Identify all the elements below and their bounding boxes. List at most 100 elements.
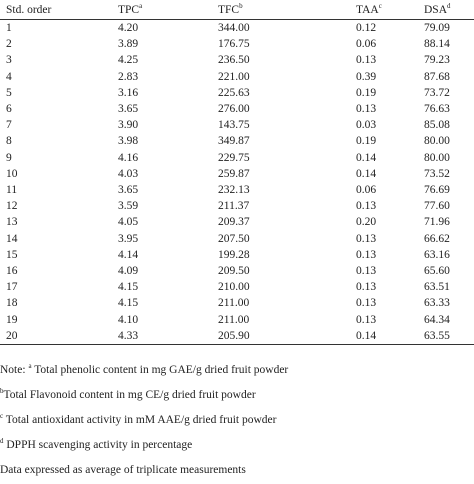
cell-std-order: 20 (0, 327, 118, 346)
cell-taa: 0.14 (356, 327, 424, 346)
note-tfc: bTotal Flavonoid content in mg CE/g drie… (0, 387, 256, 401)
cell-taa: 0.06 (356, 184, 377, 197)
cell-tpc: 3.90 (118, 119, 139, 132)
table-row: 1 4.20 344.00 0.12 79.09 (0, 20, 474, 37)
cell-taa: 0.13 (356, 281, 377, 294)
cell-std-order: 1 (6, 22, 12, 34)
cell-std-order: 12 (6, 200, 18, 213)
cell-std-order: 4 (6, 70, 12, 83)
cell-std-order: 5 (6, 86, 12, 99)
cell-tfc: 211.00 (218, 313, 250, 326)
table-row: 17 4.15 210.00 0.13 63.51 (0, 279, 474, 295)
data-table-container: Std. order TPCa TFCb TAAc DSAd 1 4.20 344.… (0, 0, 474, 346)
cell-std-order: 3 (6, 54, 12, 67)
cell-tfc: 236.50 (218, 54, 250, 67)
cell-tpc: 2.83 (118, 70, 139, 83)
table-row: 2 3.89 176.75 0.06 88.14 (0, 36, 474, 52)
cell-std-order: 10 (6, 167, 18, 180)
cell-tfc: 209.37 (218, 216, 250, 229)
table-row: 3 4.25 236.50 0.13 79.23 (0, 52, 474, 68)
cell-tpc: 4.33 (118, 327, 218, 346)
cell-dsa: 87.68 (424, 70, 450, 83)
table-row: 16 4.09 209.50 0.13 65.60 (0, 263, 474, 279)
cell-tfc: 211.37 (218, 200, 250, 213)
cell-dsa: 63.51 (424, 281, 450, 294)
cell-dsa: 76.69 (424, 184, 450, 197)
cell-std-order: 18 (6, 297, 18, 310)
cell-taa: 0.19 (356, 86, 377, 99)
cell-dsa: 65.60 (424, 265, 450, 278)
table-row: 18 4.15 211.00 0.13 63.33 (0, 295, 474, 311)
cell-tpc: 4.09 (118, 265, 139, 278)
cell-tfc: 344.00 (218, 22, 250, 34)
cell-taa: 0.13 (356, 297, 377, 310)
cell-taa: 0.20 (356, 216, 377, 229)
cell-tfc: 229.75 (218, 151, 250, 164)
cell-std-order: 16 (6, 265, 18, 278)
cell-tpc: 4.05 (118, 216, 139, 229)
cell-std-order: 19 (6, 313, 18, 326)
cell-tpc: 4.15 (118, 281, 139, 294)
cell-tfc: 211.00 (218, 297, 250, 310)
table-row: 9 4.16 229.75 0.14 80.00 (0, 150, 474, 166)
cell-tpc: 3.95 (118, 232, 139, 245)
cell-tpc: 4.20 (118, 22, 139, 34)
header-taa: TAAc (356, 0, 424, 20)
cell-std-order: 8 (6, 135, 12, 148)
header-tpc: TPCa (118, 0, 218, 20)
table-header: Std. order TPCa TFCb TAAc DSAd (0, 0, 474, 20)
table-row: 20 4.33 205.90 0.14 63.55 (0, 327, 474, 346)
table-row: 14 3.95 207.50 0.13 66.62 (0, 231, 474, 247)
cell-taa: 0.19 (356, 135, 377, 148)
cell-tfc: 221.00 (218, 70, 250, 83)
note-taa: c Total antioxidant activity in mM AAE/g… (0, 412, 277, 426)
cell-taa: 0.13 (356, 54, 377, 67)
table-row: 11 3.65 232.13 0.06 76.69 (0, 182, 474, 198)
cell-tfc: 225.63 (218, 86, 250, 99)
cell-std-order: 7 (6, 119, 12, 132)
table-row: 10 4.03 259.87 0.14 73.52 (0, 166, 474, 182)
cell-dsa: 63.33 (424, 297, 450, 310)
header-row: Std. order TPCa TFCb TAAc DSAd (0, 0, 474, 20)
table-row: 8 3.98 349.87 0.19 80.00 (0, 133, 474, 149)
cell-tpc: 3.98 (118, 135, 139, 148)
cell-tfc: 143.75 (218, 119, 250, 132)
cell-tfc: 349.87 (218, 135, 250, 148)
cell-tpc: 4.16 (118, 151, 139, 164)
cell-tfc: 259.87 (218, 167, 250, 180)
cell-tfc: 176.75 (218, 38, 250, 51)
cell-taa: 0.03 (356, 119, 377, 132)
cell-tpc: 3.16 (118, 86, 139, 99)
cell-std-order: 15 (6, 248, 18, 261)
note-triplicate: Data expressed as average of triplicate … (0, 464, 246, 476)
cell-tfc: 207.50 (218, 232, 250, 245)
cell-tpc: 3.65 (118, 103, 139, 116)
cell-dsa: 64.34 (424, 313, 450, 326)
table-row: 19 4.10 211.00 0.13 64.34 (0, 312, 474, 328)
cell-tfc: 205.90 (218, 327, 356, 346)
table-row: 12 3.59 211.37 0.13 77.60 (0, 198, 474, 214)
cell-tfc: 199.28 (218, 248, 250, 261)
table-notes: Note: a Total phenolic content in mg GAE… (0, 358, 474, 483)
cell-taa: 0.14 (356, 151, 377, 164)
header-tfc: TFCb (218, 0, 356, 20)
table-row: 4 2.83 221.00 0.39 87.68 (0, 69, 474, 85)
table-row: 7 3.90 143.75 0.03 85.08 (0, 117, 474, 133)
cell-std-order: 9 (6, 151, 12, 164)
cell-dsa: 79.23 (424, 54, 450, 67)
cell-tfc: 209.50 (218, 265, 250, 278)
cell-dsa: 63.55 (424, 327, 474, 346)
header-std-order: Std. order (0, 0, 118, 20)
cell-taa: 0.13 (356, 232, 377, 245)
cell-dsa: 73.52 (424, 167, 450, 180)
cell-taa: 0.13 (356, 265, 377, 278)
cell-std-order: 14 (6, 232, 18, 245)
cell-tpc: 4.15 (118, 297, 139, 310)
cell-tpc: 4.14 (118, 248, 139, 261)
cell-dsa: 80.00 (424, 151, 450, 164)
cell-tpc: 3.65 (118, 184, 139, 197)
cell-tfc: 232.13 (218, 184, 250, 197)
table-row: 13 4.05 209.37 0.20 71.96 (0, 214, 474, 230)
cell-tpc: 4.03 (118, 167, 139, 180)
cell-std-order: 2 (6, 38, 12, 51)
